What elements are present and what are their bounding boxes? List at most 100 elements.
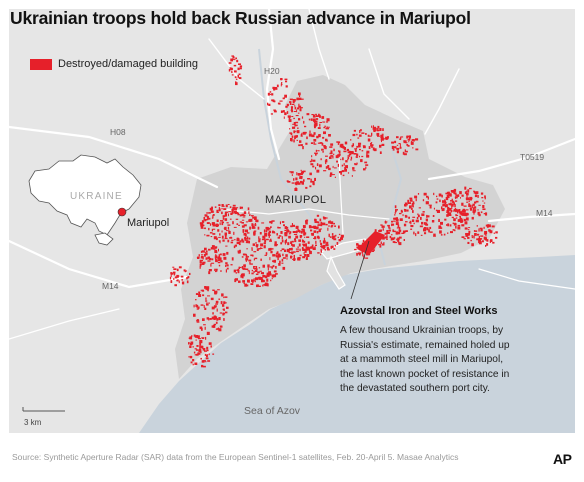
damage-dot xyxy=(256,245,258,248)
damage-dot xyxy=(233,64,237,67)
damage-dot xyxy=(435,209,438,212)
damage-dot xyxy=(475,191,479,195)
road-label-m14-west: M14 xyxy=(102,281,119,291)
damage-dot xyxy=(286,111,289,114)
damage-dot xyxy=(471,205,473,209)
damage-dot xyxy=(323,217,326,220)
damage-dot xyxy=(244,237,246,240)
damage-dot xyxy=(206,303,209,306)
damage-dot xyxy=(245,258,249,261)
damage-dot xyxy=(464,227,468,230)
damage-dot xyxy=(357,137,360,139)
damage-dot xyxy=(230,58,233,62)
damage-dot xyxy=(301,171,304,175)
damage-dot xyxy=(236,238,240,241)
damage-dot xyxy=(386,238,388,240)
damage-dot xyxy=(403,239,405,241)
damage-dot xyxy=(358,244,360,248)
damage-dot xyxy=(466,235,469,237)
damage-dot xyxy=(404,214,407,216)
damage-dot xyxy=(205,300,208,302)
damage-dot xyxy=(170,274,172,278)
callout-title: Azovstal Iron and Steel Works xyxy=(340,305,498,317)
damage-dot xyxy=(247,207,250,211)
damage-dot xyxy=(201,337,205,339)
damage-dot xyxy=(265,238,269,241)
damage-dot xyxy=(296,139,298,141)
damage-dot xyxy=(260,247,263,249)
damage-dot xyxy=(240,206,243,209)
damage-dot xyxy=(309,172,312,176)
damage-dot xyxy=(293,178,295,181)
damage-dot xyxy=(315,166,317,170)
damage-dot xyxy=(300,175,303,179)
damage-dot xyxy=(458,220,461,222)
damage-dot xyxy=(411,139,414,142)
damage-dot xyxy=(485,212,488,216)
damage-dot xyxy=(381,143,385,146)
damage-dot xyxy=(340,145,344,148)
damage-dot xyxy=(425,222,428,226)
damage-dot xyxy=(268,234,271,236)
damage-dot xyxy=(233,226,237,228)
damage-dot xyxy=(265,283,268,287)
damage-dot xyxy=(410,221,412,225)
damage-dot xyxy=(249,261,251,265)
damage-dot xyxy=(232,221,234,225)
damage-dot xyxy=(485,239,488,241)
damage-dot xyxy=(480,192,484,195)
damage-dot xyxy=(406,135,408,139)
damage-dot xyxy=(333,248,336,250)
damage-dot xyxy=(355,156,358,158)
sea-area xyxy=(139,255,575,433)
damage-dot xyxy=(241,222,244,224)
damage-dot xyxy=(255,277,259,281)
damage-dot xyxy=(338,150,340,152)
damage-dot xyxy=(200,256,204,259)
damage-dot xyxy=(226,211,229,213)
damage-dot xyxy=(408,222,412,224)
damage-dot xyxy=(394,214,396,216)
damage-dot xyxy=(308,133,312,137)
damage-dot xyxy=(253,217,255,219)
damage-dot xyxy=(365,164,369,166)
damage-dot xyxy=(251,272,254,275)
damage-dot xyxy=(205,297,207,300)
damage-dot xyxy=(386,231,390,234)
damage-dot xyxy=(314,177,316,181)
damage-dot xyxy=(212,214,215,216)
damage-dot xyxy=(326,128,330,130)
damage-dot xyxy=(234,278,238,281)
damage-dot xyxy=(322,121,326,123)
damage-dot xyxy=(406,144,409,146)
damage-dot xyxy=(291,243,293,246)
damage-dot xyxy=(245,256,249,258)
damage-dot xyxy=(350,139,352,141)
damage-dot xyxy=(206,222,210,224)
damage-dot xyxy=(189,272,191,275)
damage-dot xyxy=(216,319,219,321)
damage-dot xyxy=(215,254,217,256)
damage-dot xyxy=(380,241,382,244)
damage-dot xyxy=(444,218,447,221)
damage-dot xyxy=(309,160,312,163)
damage-dot xyxy=(214,255,218,259)
damage-dot xyxy=(369,135,372,137)
damage-dot xyxy=(291,223,293,226)
damage-dot xyxy=(470,239,472,242)
damage-dot xyxy=(200,351,202,354)
damage-dot xyxy=(228,213,229,217)
damage-dot xyxy=(280,78,283,80)
damage-dot xyxy=(221,230,223,233)
damage-dot xyxy=(260,277,263,281)
damage-dot xyxy=(225,204,228,208)
damage-dot xyxy=(295,183,298,186)
damage-dot xyxy=(313,230,317,233)
damage-dot xyxy=(208,271,211,275)
damage-dot xyxy=(235,57,237,59)
damage-dot xyxy=(319,122,322,123)
damage-dot xyxy=(195,304,198,307)
damage-dot xyxy=(251,215,254,217)
damage-dot xyxy=(331,224,334,227)
damage-dot xyxy=(215,300,219,304)
